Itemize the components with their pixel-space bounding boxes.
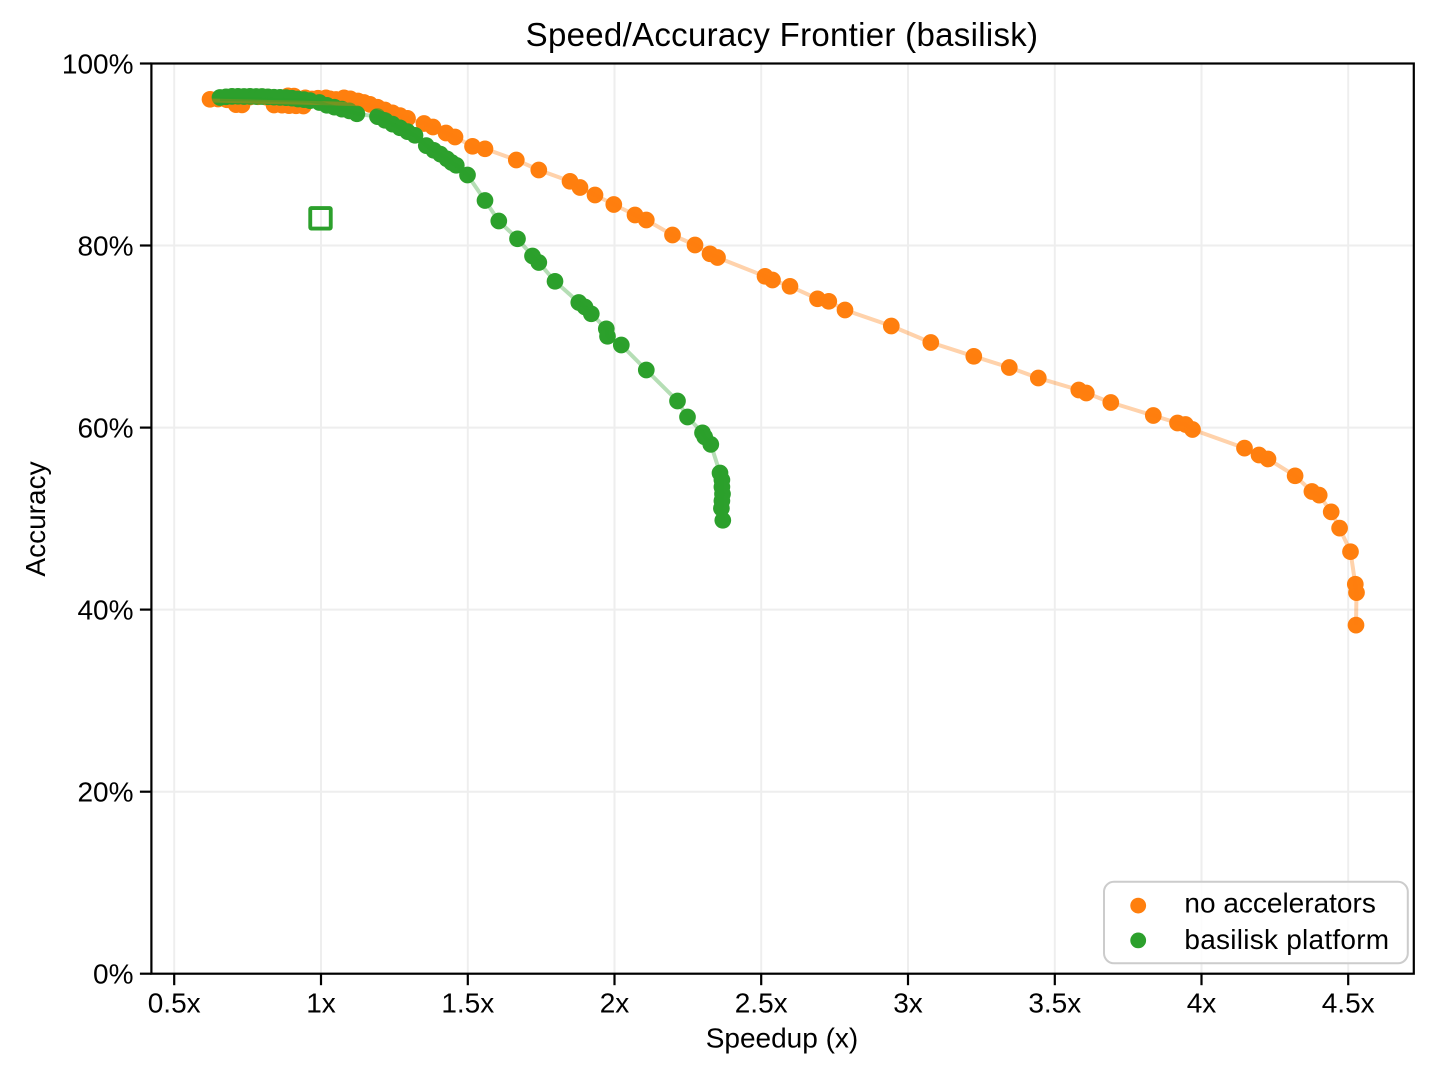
svg-text:2x: 2x	[600, 988, 630, 1019]
svg-text:basilisk platform: basilisk platform	[1184, 924, 1389, 955]
svg-text:100%: 100%	[62, 49, 134, 80]
svg-text:4.5x: 4.5x	[1322, 988, 1375, 1019]
svg-text:40%: 40%	[77, 595, 133, 626]
svg-text:20%: 20%	[77, 777, 133, 808]
svg-text:Accuracy: Accuracy	[20, 461, 51, 576]
svg-text:4x: 4x	[1187, 988, 1217, 1019]
svg-text:3.5x: 3.5x	[1028, 988, 1081, 1019]
svg-text:0%: 0%	[93, 959, 133, 990]
svg-text:60%: 60%	[77, 413, 133, 444]
svg-text:80%: 80%	[77, 231, 133, 262]
svg-text:no accelerators: no accelerators	[1184, 888, 1375, 919]
svg-text:3x: 3x	[893, 988, 923, 1019]
svg-text:2.5x: 2.5x	[735, 988, 788, 1019]
svg-text:Speedup (x): Speedup (x)	[706, 1023, 859, 1054]
svg-text:1x: 1x	[306, 988, 336, 1019]
svg-text:1.5x: 1.5x	[441, 988, 494, 1019]
svg-text:Speed/Accuracy Frontier (basil: Speed/Accuracy Frontier (basilisk)	[526, 16, 1039, 53]
svg-text:0.5x: 0.5x	[148, 988, 201, 1019]
